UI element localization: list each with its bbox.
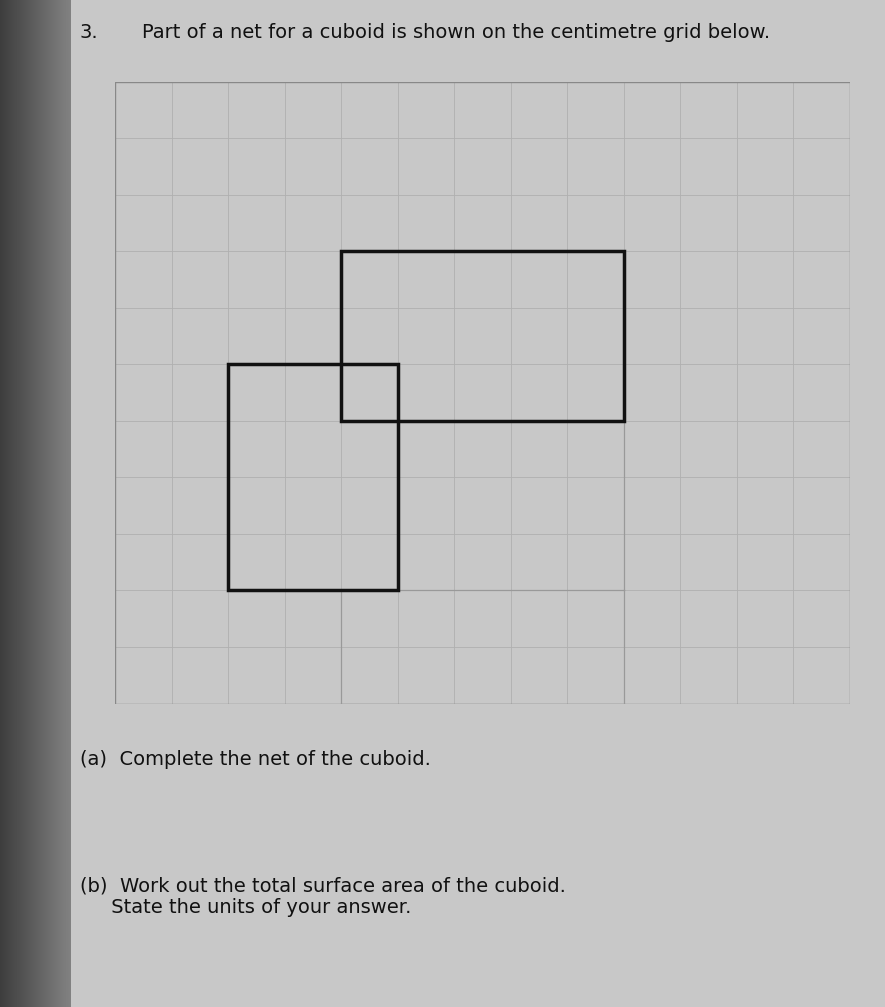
Text: 3.: 3.: [80, 23, 98, 42]
Bar: [228, 365, 397, 590]
Text: Part of a net for a cuboid is shown on the centimetre grid below.: Part of a net for a cuboid is shown on t…: [142, 23, 770, 42]
Text: (b)  Work out the total surface area of the cuboid.
     State the units of your: (b) Work out the total surface area of t…: [80, 876, 566, 917]
Text: (a)  Complete the net of the cuboid.: (a) Complete the net of the cuboid.: [80, 750, 430, 769]
Bar: [341, 252, 624, 421]
